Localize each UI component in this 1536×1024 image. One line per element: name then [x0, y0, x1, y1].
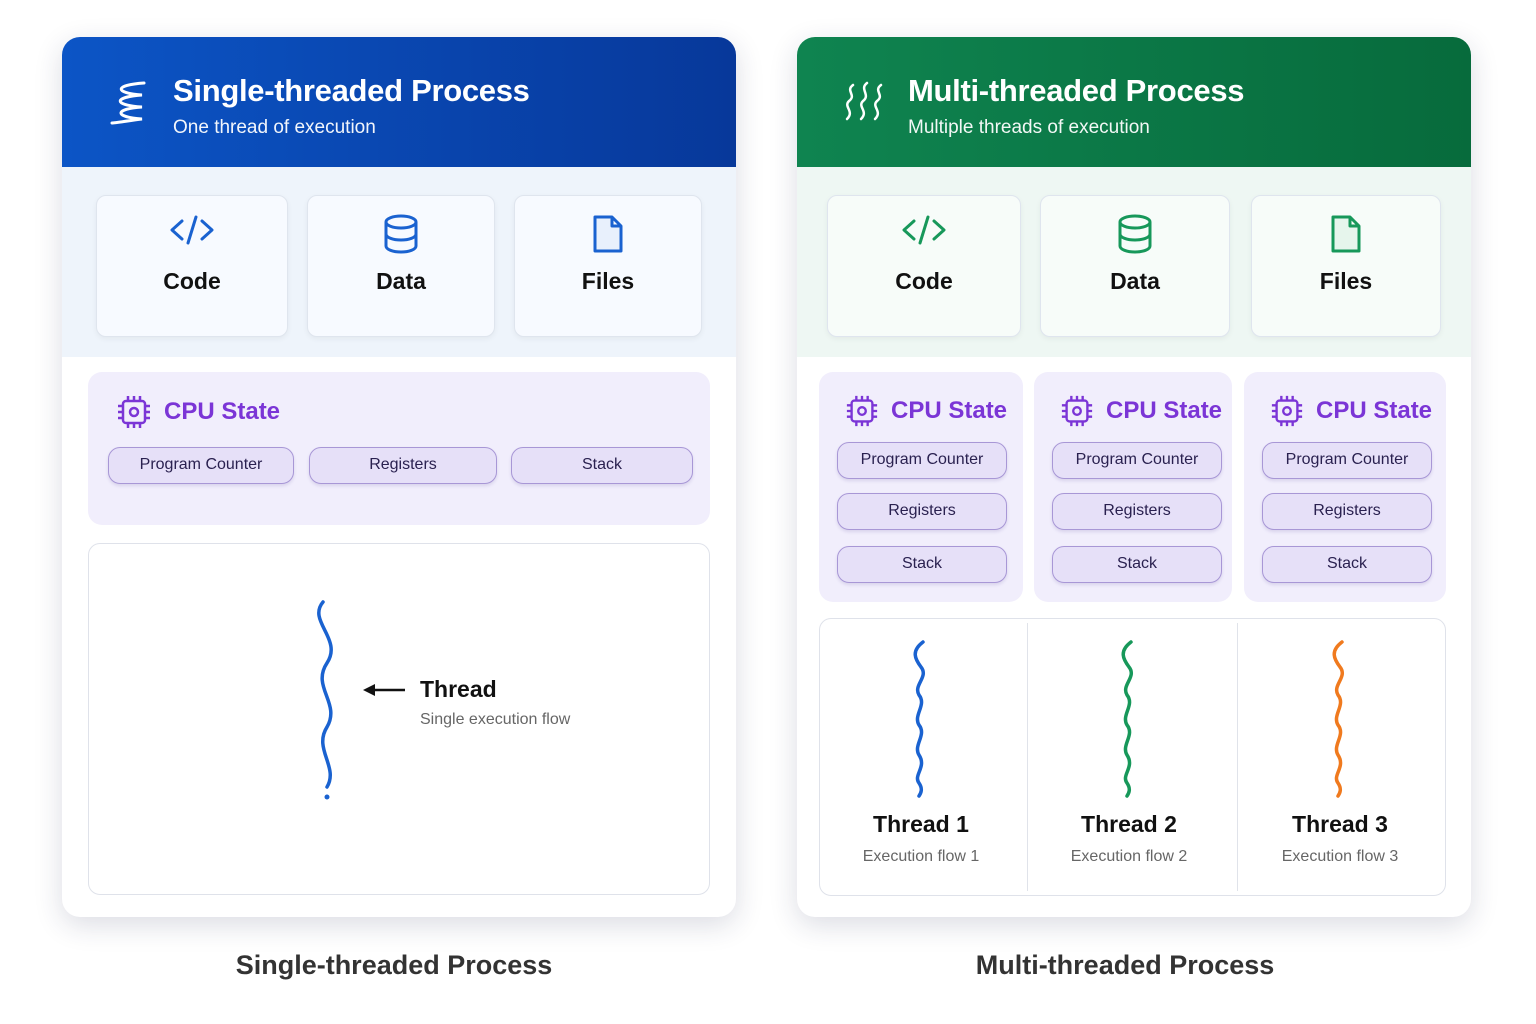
cpu-state-title: CPU State	[891, 397, 1008, 424]
cpu-state-title: CPU State	[1316, 397, 1433, 424]
thread-subtitle: Execution flow 2	[1070, 848, 1188, 865]
cpu-chip-icon	[846, 395, 878, 427]
resource-files: Files	[1251, 195, 1441, 337]
pill-registers: Registers	[1052, 493, 1222, 530]
database-icon	[1118, 214, 1152, 254]
resource-code: Code	[96, 195, 288, 337]
thread-label-2: Thread 2 Execution flow 2	[1071, 811, 1188, 866]
thread-subtitle: Execution flow 1	[862, 848, 980, 865]
pill-registers: Registers	[837, 493, 1007, 530]
resource-code: Code	[827, 195, 1021, 337]
cpu-chip-icon	[1061, 395, 1093, 427]
code-icon	[902, 215, 946, 245]
thread-wave-3	[1332, 640, 1344, 798]
pill-stack: Stack	[1262, 546, 1432, 583]
cpu-state-panel-1: CPU State Program Counter Registers Stac…	[819, 372, 1023, 602]
multi-threaded-card: Multi-threaded Process Multiple threads …	[797, 37, 1471, 917]
thread-sublabel: Single execution flow	[420, 711, 571, 728]
single-header: Single-threaded Process One thread of ex…	[62, 37, 736, 167]
pill-stack: Stack	[837, 546, 1007, 583]
thread-subtitle: Execution flow 3	[1281, 848, 1399, 865]
cpu-state-title: CPU State	[1106, 397, 1223, 424]
resource-files: Files	[514, 195, 702, 337]
pill-stack: Stack	[511, 447, 693, 484]
pill-program-counter: Program Counter	[108, 447, 294, 484]
thread-wave-1	[913, 640, 925, 798]
divider	[1027, 623, 1028, 891]
pill-registers: Registers	[1262, 493, 1432, 530]
header-subtitle: One thread of execution	[173, 117, 376, 138]
pill-stack: Stack	[1052, 546, 1222, 583]
thread-title: Thread 3	[1292, 811, 1388, 837]
pill-program-counter: Program Counter	[1052, 442, 1222, 479]
pill-program-counter: Program Counter	[1262, 442, 1432, 479]
file-icon	[593, 215, 623, 253]
multi-header: Multi-threaded Process Multiple threads …	[797, 37, 1471, 167]
pill-program-counter: Program Counter	[837, 442, 1007, 479]
pill-registers: Registers	[309, 447, 497, 484]
header-subtitle: Multiple threads of execution	[908, 117, 1150, 138]
resource-label: Data	[1110, 268, 1160, 294]
thread-label-1: Thread 1 Execution flow 1	[863, 811, 980, 866]
thread-wave-icon	[110, 81, 146, 125]
caption-single: Single-threaded Process	[235, 950, 553, 980]
thread-title: Thread 2	[1081, 811, 1177, 837]
resource-label: Data	[376, 268, 426, 294]
caption-multi: Multi-threaded Process	[975, 950, 1275, 980]
resource-label: Code	[895, 268, 953, 294]
resource-data: Data	[307, 195, 495, 337]
cpu-state-panel-2: CPU State Program Counter Registers Stac…	[1034, 372, 1232, 602]
resource-label: Code	[163, 268, 221, 294]
header-title: Multi-threaded Process	[908, 73, 1245, 108]
cpu-chip-icon	[118, 396, 150, 428]
shared-resources: Code Data Files	[62, 167, 736, 357]
thread-label-3: Thread 3 Execution flow 3	[1282, 811, 1399, 866]
resource-data: Data	[1040, 195, 1230, 337]
file-icon	[1331, 215, 1361, 253]
cpu-state-title: CPU State	[164, 398, 281, 425]
thread-label: Thread	[420, 676, 497, 702]
cpu-state-panel-3: CPU State Program Counter Registers Stac…	[1244, 372, 1446, 602]
single-threaded-card: Single-threaded Process One thread of ex…	[62, 37, 736, 917]
thread-area: Thread Single execution flow	[88, 543, 710, 895]
thread-title: Thread 1	[873, 811, 969, 837]
multi-thread-wave-icon	[845, 81, 883, 121]
resource-label: Files	[581, 268, 635, 294]
thread-wave	[317, 600, 333, 800]
threads-area: Thread 1 Execution flow 1 Thread 2 Executi…	[819, 618, 1446, 896]
cpu-chip-icon	[1271, 395, 1303, 427]
divider	[1237, 623, 1238, 891]
thread-wave-2	[1121, 640, 1133, 798]
database-icon	[384, 214, 418, 254]
arrow-left-icon	[363, 684, 405, 696]
resource-label: Files	[1319, 268, 1373, 294]
code-icon	[170, 215, 214, 245]
header-title: Single-threaded Process	[173, 73, 530, 108]
shared-resources: Code Data Files	[797, 167, 1471, 357]
cpu-state-panel: CPU State Program Counter Registers Stac…	[88, 372, 710, 525]
